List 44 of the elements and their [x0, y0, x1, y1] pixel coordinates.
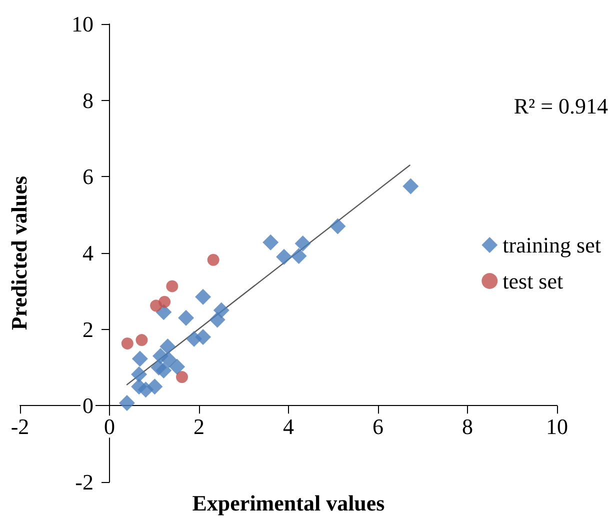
y-axis-title: Predicted values	[6, 175, 32, 330]
x-tick-label: 4	[283, 414, 294, 440]
point	[262, 234, 279, 250]
y-tick-label: -2	[75, 470, 94, 494]
point	[131, 366, 148, 382]
x-axis-title: Experimental values	[192, 490, 386, 516]
point	[150, 360, 167, 376]
y-tick-label: 8	[82, 88, 94, 113]
x-tick-label: 0	[104, 414, 115, 440]
y-tick-label: 4	[82, 240, 94, 266]
point	[195, 328, 212, 345]
point	[294, 235, 311, 252]
point	[330, 218, 346, 234]
annotation: R² = 0.914	[514, 94, 608, 118]
point	[213, 302, 230, 318]
y-tick-label: 0	[82, 393, 94, 418]
legend-label: training set	[502, 232, 602, 258]
x-tick-label: 8	[462, 414, 473, 440]
legend-label: test set	[502, 268, 564, 294]
point	[209, 312, 226, 328]
point	[146, 378, 163, 395]
point	[132, 350, 148, 367]
point	[136, 334, 148, 346]
point	[158, 296, 171, 308]
point	[195, 288, 212, 305]
point	[160, 338, 176, 355]
y-tick-label: 10	[72, 12, 94, 36]
point	[276, 248, 292, 265]
point	[118, 394, 135, 411]
point	[176, 371, 188, 384]
point	[166, 280, 178, 292]
x-tick-label: 10	[546, 414, 568, 440]
y-tick-label: 6	[82, 164, 94, 190]
point	[402, 178, 419, 194]
point	[178, 310, 194, 326]
point	[121, 337, 134, 350]
x-tick-label: 6	[372, 414, 384, 440]
y-tick-label: 2	[82, 316, 94, 342]
point	[161, 352, 178, 368]
point	[207, 254, 220, 266]
x-tick-label: -2	[10, 414, 30, 440]
point	[169, 358, 186, 375]
x-tick-label: 2	[194, 414, 204, 440]
point	[290, 248, 307, 264]
